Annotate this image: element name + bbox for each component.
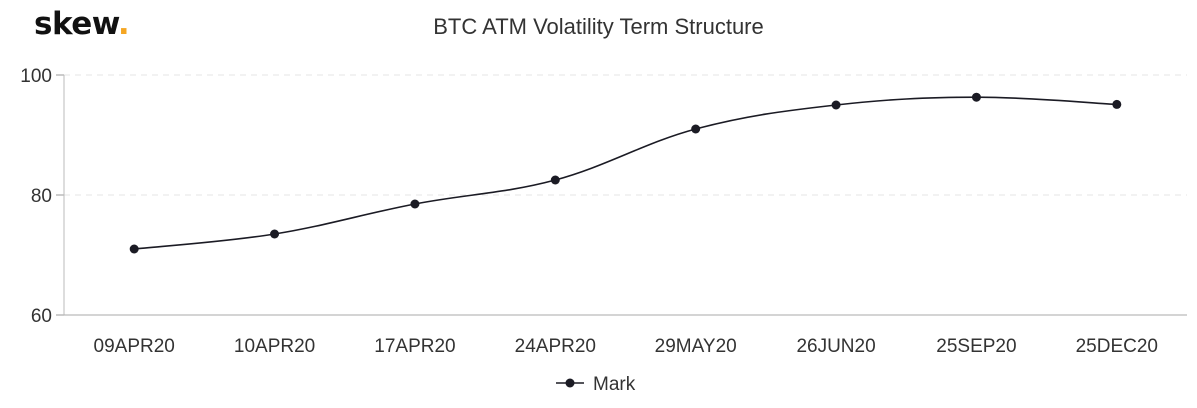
x-tick-label: 26JUN20	[796, 336, 875, 357]
x-tick-label: 17APR20	[374, 336, 455, 357]
x-tick-label: 24APR20	[515, 336, 596, 357]
series-line-mark	[134, 96, 1117, 250]
data-point-10apr20	[270, 229, 280, 239]
grid-layer	[64, 74, 1187, 196]
x-tick-label: 10APR20	[234, 336, 315, 357]
logo-text: skew	[34, 6, 118, 42]
skew-logo: skew.	[34, 6, 130, 42]
data-point-25sep20	[971, 92, 981, 102]
x-tick-label: 25SEP20	[936, 336, 1016, 357]
y-tick-label: 80	[31, 186, 52, 207]
logo-dot: .	[117, 6, 130, 42]
axis-layer: 60 80 100 09APR20 10APR20 17APR20 24APR20 29MAY…	[20, 66, 1187, 357]
legend-marker-icon	[565, 378, 575, 388]
y-tick-label: 60	[31, 306, 52, 327]
x-tick-label: 09APR20	[94, 336, 175, 357]
data-point-09apr20	[129, 244, 139, 254]
x-tick-label: 25DEC20	[1076, 336, 1158, 357]
y-tick-label: 100	[20, 66, 52, 87]
data-point-29may20	[691, 124, 701, 134]
data-point-24apr20	[550, 175, 560, 185]
legend[interactable]: Mark	[556, 374, 636, 395]
series-layer	[129, 92, 1122, 254]
chart-title: BTC ATM Volatility Term Structure	[433, 14, 764, 39]
data-point-26jun20	[831, 100, 841, 110]
data-point-25dec20	[1112, 99, 1122, 109]
legend-label: Mark	[593, 374, 636, 395]
data-point-17apr20	[410, 199, 420, 209]
x-tick-label: 29MAY20	[655, 336, 737, 357]
